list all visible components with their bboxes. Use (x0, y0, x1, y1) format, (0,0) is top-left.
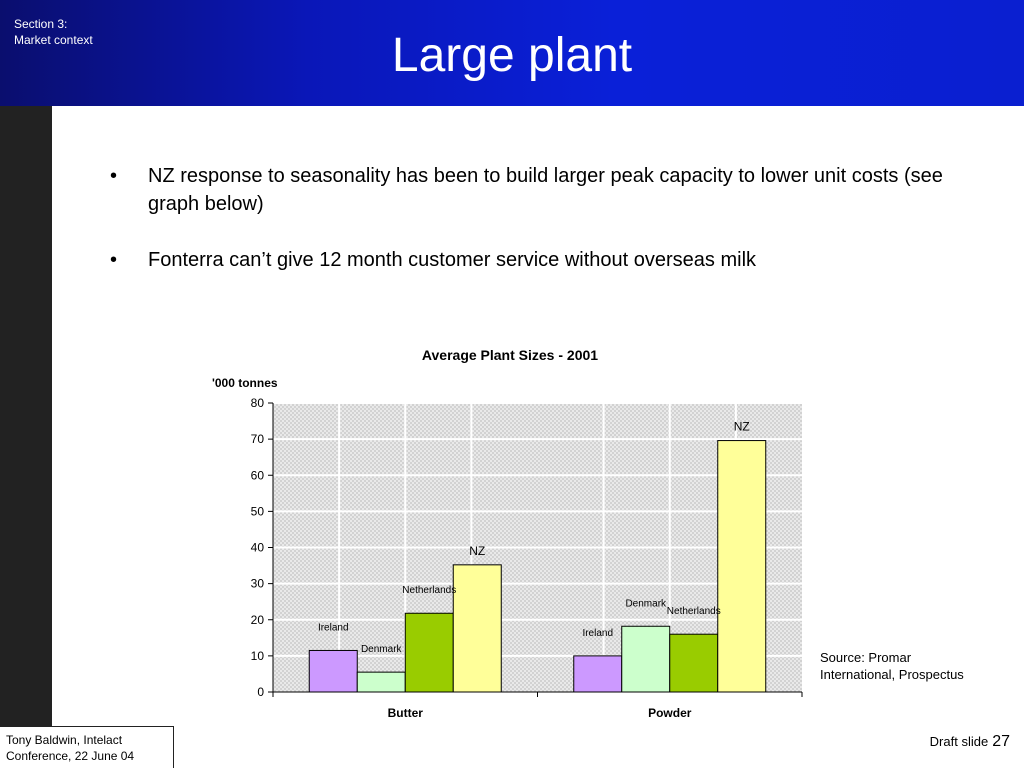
source-note: Source: Promar International, Prospectus (820, 649, 964, 683)
bullet-dot: • (110, 165, 118, 187)
bar (717, 440, 767, 693)
footer-author-line-2: Conference, 22 June 04 (6, 749, 135, 763)
bar-label: Netherlands (667, 606, 721, 617)
bullet-dot: • (110, 249, 118, 271)
y-tick-label: 0 (257, 685, 264, 699)
x-tick-label: Butter (388, 706, 424, 720)
bullet-text: Fonterra can’t give 12 month customer se… (148, 249, 757, 271)
bar (404, 612, 454, 693)
draft-label: Draft slide (929, 734, 989, 749)
slide-title: Large plant (391, 29, 633, 82)
section-line-1: Section 3: (14, 17, 68, 31)
header-bar: Section 3: Market context Large plant (0, 0, 1024, 106)
bar (669, 633, 719, 693)
footer-author-line-1: Tony Baldwin, Intelact (6, 733, 123, 747)
bullet-text: NZ response to seasonality has been to b… (148, 165, 943, 215)
bar (573, 655, 623, 693)
bar-label: Ireland (582, 628, 613, 639)
bar-label: Netherlands (402, 585, 456, 596)
bar (356, 671, 406, 693)
bar-label: Denmark (361, 644, 403, 655)
bar (452, 564, 502, 693)
y-tick-label: 30 (251, 577, 265, 591)
bullet-item: • NZ response to seasonality has been to… (110, 162, 970, 218)
data-labels: IrelandDenmarkNetherlandsNZIrelandDenmar… (318, 420, 750, 656)
y-tick-label: 70 (251, 432, 265, 446)
section-label: Section 3: Market context (14, 16, 93, 48)
y-axis-label: '000 tonnes (212, 376, 278, 390)
page-number: 27 (992, 733, 1010, 750)
bullet-item: • Fonterra can’t give 12 month customer … (110, 246, 970, 274)
y-tick-label: 40 (251, 541, 265, 555)
bar-label: Denmark (625, 598, 667, 609)
source-line-1: Source: Promar (820, 650, 912, 665)
y-tick-label: 20 (251, 613, 265, 627)
y-tick-label: 60 (251, 468, 265, 482)
y-tick-label: 10 (251, 649, 265, 663)
source-line-2: International, Prospectus (820, 667, 964, 682)
footer-page: Draft slide 27 (930, 733, 1010, 751)
footer-author: Tony Baldwin, Intelact Conference, 22 Ju… (0, 726, 174, 768)
bars (308, 440, 767, 693)
chart-title: Average Plant Sizes - 2001 (421, 347, 599, 363)
bar-label: NZ (469, 544, 485, 558)
bar (621, 625, 671, 693)
axes: 0 10 20 30 40 50 60 70 80 Butter Powder (251, 396, 803, 720)
section-line-2: Market context (14, 33, 93, 47)
left-decor-bar (0, 106, 52, 726)
bullet-list: • NZ response to seasonality has been to… (110, 162, 970, 302)
bar-label: NZ (734, 420, 750, 434)
y-tick-label: 50 (251, 504, 265, 518)
y-tick-label: 80 (251, 396, 265, 410)
x-tick-label: Powder (648, 706, 692, 720)
bar (308, 649, 358, 693)
bar-label: Ireland (318, 622, 349, 633)
